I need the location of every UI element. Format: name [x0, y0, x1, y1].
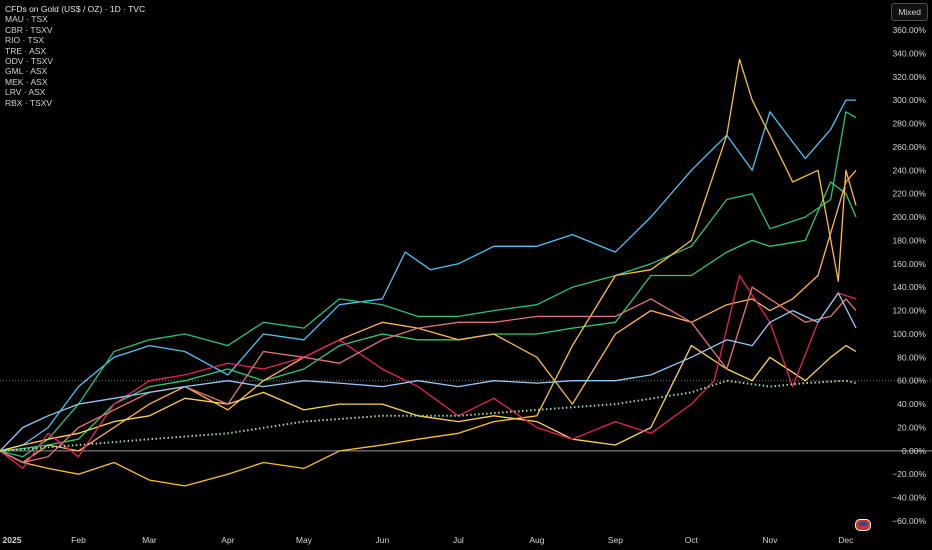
x-tick-label: Feb: [71, 535, 86, 545]
x-tick-label: Jun: [376, 535, 390, 545]
scale-mode-button[interactable]: Mixed: [891, 3, 928, 21]
y-tick-label: 20.00%: [897, 422, 926, 432]
y-tick-label: 300.00%: [892, 95, 926, 105]
x-tick-label: Mar: [142, 535, 157, 545]
series-line-7[interactable]: [0, 286, 857, 464]
x-tick-label: Dec: [838, 535, 854, 545]
x-tick-label: Aug: [529, 535, 544, 545]
legend-item[interactable]: LRV · ASX: [5, 87, 46, 98]
x-tick-label: May: [296, 535, 313, 545]
x-tick-label: Sep: [608, 535, 623, 545]
x-tick-label: Oct: [685, 535, 699, 545]
reference-lines: [0, 380, 932, 452]
series-line-1[interactable]: [0, 111, 857, 458]
legend-item[interactable]: TRE · ASX: [5, 45, 47, 56]
y-tick-label: 140.00%: [892, 282, 926, 292]
chart-title[interactable]: CFDs on Gold (US$ / OZ) · 1D · TVC: [5, 4, 146, 14]
legend-item[interactable]: ODV · TSXV: [5, 56, 54, 67]
y-tick-label: 320.00%: [892, 72, 926, 82]
y-tick-label: 160.00%: [892, 259, 926, 269]
y-tick-label: 200.00%: [892, 212, 926, 222]
y-tick-label: −20.00%: [892, 469, 926, 479]
y-tick-label: 360.00%: [892, 25, 926, 35]
series-layer: [0, 58, 857, 487]
y-tick-label: −40.00%: [892, 493, 926, 503]
x-tick-label: 2025: [3, 535, 22, 545]
y-tick-label: 220.00%: [892, 189, 926, 199]
series-line-0[interactable]: [0, 99, 856, 452]
y-axis: 360.00% 340.00% 320.00% 300.00% 280.00% 260.0…: [892, 25, 926, 526]
x-tick-label: Jul: [453, 535, 464, 545]
legend-item[interactable]: MEK · ASX: [5, 76, 48, 87]
legend-item[interactable]: MAU · TSX: [5, 14, 48, 25]
x-tick-label: Nov: [762, 535, 778, 545]
series-line-3[interactable]: [0, 58, 857, 487]
series-line-9[interactable]: [0, 379, 857, 452]
series-line-5[interactable]: [0, 344, 857, 452]
x-axis: 2025 Feb Mar Apr May Jun Jul Aug Sep Oct Nov Dec: [3, 535, 855, 545]
y-tick-label: 260.00%: [892, 142, 926, 152]
y-tick-label: −60.00%: [892, 516, 926, 526]
y-tick-label: 60.00%: [897, 376, 926, 386]
y-tick-label: 120.00%: [892, 306, 926, 316]
chart-legend: CFDs on Gold (US$ / OZ) · 1D · TVC MAU ·…: [5, 4, 145, 108]
y-tick-label: 0.00%: [902, 446, 927, 456]
series-line-8[interactable]: [0, 292, 857, 452]
y-tick-label: 180.00%: [892, 235, 926, 245]
y-tick-label: 40.00%: [897, 399, 926, 409]
legend-items: MAU · TSX CBR · TSXV RIO · TSX TRE · ASX ODV…: [5, 14, 145, 108]
y-tick-label: 340.00%: [892, 48, 926, 58]
y-tick-label: 80.00%: [897, 352, 926, 362]
legend-item[interactable]: CBR · TSXV: [5, 24, 53, 35]
x-tick-label: Apr: [221, 535, 234, 545]
currency-flag-icon[interactable]: [855, 519, 871, 531]
legend-item[interactable]: RIO · TSX: [5, 35, 45, 46]
y-tick-label: 280.00%: [892, 119, 926, 129]
legend-item[interactable]: RBX · TSXV: [5, 97, 53, 108]
legend-item[interactable]: GML · ASX: [5, 66, 48, 77]
y-tick-label: 240.00%: [892, 165, 926, 175]
y-tick-label: 100.00%: [892, 329, 926, 339]
